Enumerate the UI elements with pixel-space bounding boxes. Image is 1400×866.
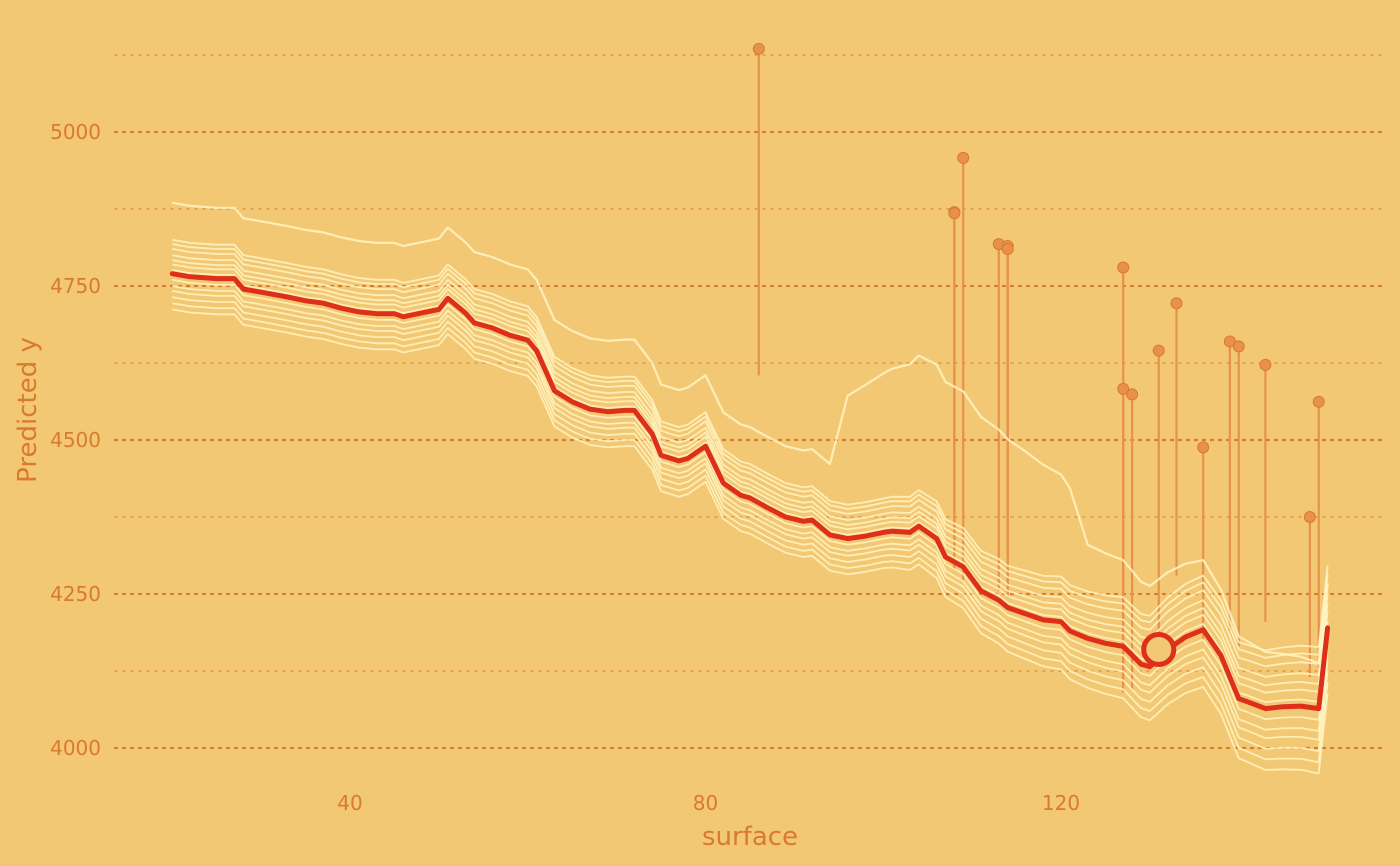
observation-point — [1152, 344, 1165, 357]
highlight-group — [1141, 631, 1177, 667]
ice-line — [172, 238, 1329, 652]
observation-point — [1303, 511, 1316, 523]
observation-point — [1259, 358, 1272, 371]
ice-line — [172, 290, 1329, 741]
ice-lines — [172, 201, 1329, 775]
ice-line — [172, 296, 1329, 752]
ice-line — [172, 254, 1329, 678]
observation-point — [948, 207, 961, 220]
x-tick-label: 80 — [693, 791, 718, 815]
x-axis-title: surface — [702, 822, 798, 852]
x-tick-label: 40 — [337, 791, 362, 815]
ice-line — [172, 285, 1329, 732]
observation-point — [1170, 297, 1183, 310]
x-tick-labels: 40 80 120 — [337, 791, 1080, 815]
pdp-line — [169, 271, 1331, 712]
ice-line — [172, 278, 1329, 721]
ice-line — [172, 248, 1329, 668]
observation-points — [752, 42, 1325, 523]
y-tick-labels: 4000 4250 4500 4750 5000 — [50, 120, 101, 760]
residual-lines — [757, 48, 1320, 693]
observation-point — [752, 42, 765, 55]
ice-line — [172, 302, 1329, 764]
observation-point — [1197, 441, 1210, 454]
highlight-point — [1141, 631, 1177, 667]
observation-point — [1001, 243, 1014, 256]
x-tick-label: 120 — [1042, 791, 1080, 815]
y-tick-label: 4000 — [50, 736, 101, 760]
y-tick-label: 4250 — [50, 582, 101, 606]
ice-line — [172, 243, 1329, 659]
observation-point — [957, 151, 970, 164]
observation-point — [1117, 261, 1130, 274]
ice-line — [172, 259, 1329, 687]
y-tick-label: 5000 — [50, 120, 101, 144]
ice-line — [172, 308, 1329, 775]
observation-point — [1232, 340, 1245, 353]
observation-point — [1126, 388, 1139, 401]
ice-line — [172, 263, 1329, 694]
observation-point — [1312, 395, 1325, 408]
y-tick-label: 4500 — [50, 428, 101, 452]
y-tick-label: 4750 — [50, 274, 101, 298]
ice-line — [172, 201, 1329, 665]
pdp-line-group — [169, 271, 1331, 712]
y-axis-title: Predicted y — [13, 337, 43, 483]
ice-line — [172, 269, 1329, 704]
observation-point — [1117, 382, 1130, 395]
